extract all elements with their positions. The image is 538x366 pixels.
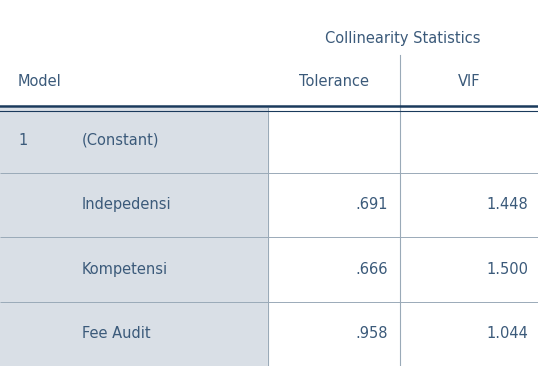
Text: Kompetensi: Kompetensi xyxy=(82,262,168,277)
Text: Collinearity Statistics: Collinearity Statistics xyxy=(325,30,481,45)
Text: 1.448: 1.448 xyxy=(486,197,528,212)
Text: .666: .666 xyxy=(356,262,388,277)
Text: VIF: VIF xyxy=(458,75,480,90)
Text: 1: 1 xyxy=(18,133,27,148)
Text: .958: .958 xyxy=(356,326,388,341)
Bar xyxy=(0,108,268,366)
Text: Model: Model xyxy=(18,75,62,90)
Bar xyxy=(268,108,538,366)
Text: Indepedensi: Indepedensi xyxy=(82,197,172,212)
Text: 1.500: 1.500 xyxy=(486,262,528,277)
Text: (Constant): (Constant) xyxy=(82,133,159,148)
Text: Fee Audit: Fee Audit xyxy=(82,326,151,341)
Text: Tolerance: Tolerance xyxy=(299,75,369,90)
Text: 1.044: 1.044 xyxy=(486,326,528,341)
Text: .691: .691 xyxy=(356,197,388,212)
